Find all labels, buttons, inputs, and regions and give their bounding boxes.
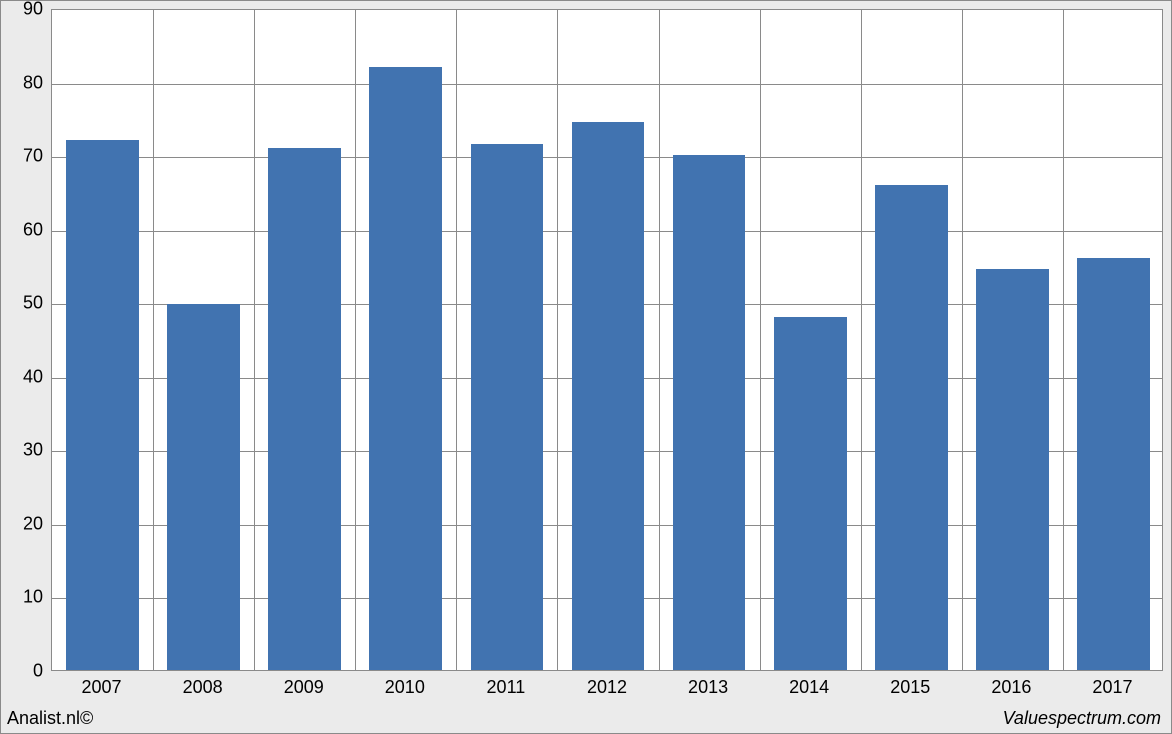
bar (66, 140, 139, 670)
y-tick-label: 0 (1, 661, 43, 682)
bar (875, 185, 948, 670)
bar (268, 148, 341, 670)
bar (673, 155, 746, 670)
x-gridline (962, 10, 963, 670)
y-tick-label: 40 (1, 366, 43, 387)
x-gridline (861, 10, 862, 670)
y-tick-label: 60 (1, 219, 43, 240)
y-tick-label: 50 (1, 293, 43, 314)
y-tick-label: 80 (1, 72, 43, 93)
x-gridline (760, 10, 761, 670)
y-tick-label: 30 (1, 440, 43, 461)
y-tick-label: 90 (1, 0, 43, 20)
x-tick-label: 2009 (284, 677, 324, 698)
footer-left-text: Analist.nl© (7, 708, 93, 729)
bar (471, 144, 544, 670)
x-gridline (456, 10, 457, 670)
x-gridline (153, 10, 154, 670)
x-gridline (355, 10, 356, 670)
plot-area (51, 9, 1163, 671)
bar (167, 304, 240, 670)
y-tick-label: 20 (1, 513, 43, 534)
x-tick-label: 2017 (1092, 677, 1132, 698)
x-tick-label: 2008 (183, 677, 223, 698)
bar (1077, 258, 1150, 670)
y-tick-label: 10 (1, 587, 43, 608)
x-tick-label: 2014 (789, 677, 829, 698)
x-tick-label: 2016 (991, 677, 1031, 698)
x-tick-label: 2012 (587, 677, 627, 698)
bar (976, 269, 1049, 670)
footer-right-text: Valuespectrum.com (1003, 708, 1161, 729)
y-gridline (52, 84, 1162, 85)
x-tick-label: 2010 (385, 677, 425, 698)
x-gridline (557, 10, 558, 670)
x-tick-label: 2011 (487, 677, 526, 698)
x-tick-label: 2013 (688, 677, 728, 698)
x-gridline (1063, 10, 1064, 670)
bar (572, 122, 645, 670)
x-gridline (659, 10, 660, 670)
x-tick-label: 2007 (82, 677, 122, 698)
x-tick-label: 2015 (890, 677, 930, 698)
bar (774, 317, 847, 670)
bar (369, 67, 442, 670)
x-gridline (254, 10, 255, 670)
y-tick-label: 70 (1, 146, 43, 167)
chart-outer: 0 10 20 30 40 50 60 70 80 90 2007 2008 2009 2010 2011… (0, 0, 1172, 734)
